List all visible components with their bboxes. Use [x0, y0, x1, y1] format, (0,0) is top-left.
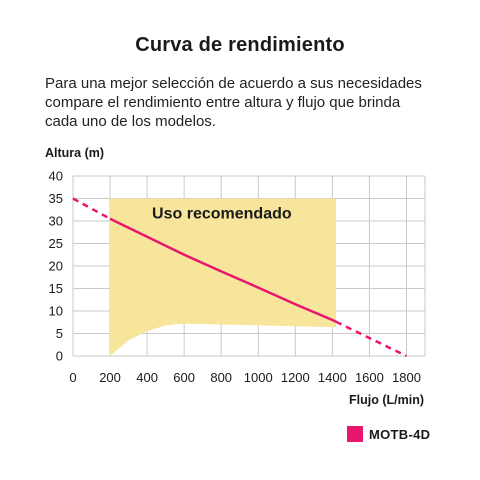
legend-label: MOTB-4D: [369, 426, 431, 442]
chart-description: Para una mejor selección de acuerdo a su…: [45, 74, 455, 131]
description-line: Para una mejor selección de acuerdo a su…: [45, 75, 422, 92]
x-tick-label: 600: [173, 370, 195, 385]
y-tick-label: 15: [49, 281, 63, 296]
y-tick-label: 30: [49, 214, 63, 229]
x-axis-label: Flujo (L/min): [349, 393, 424, 407]
y-tick-label: 5: [56, 326, 63, 341]
y-tick-label: 20: [49, 259, 63, 274]
series-line-dashed: [335, 320, 408, 358]
x-tick-label: 400: [136, 370, 158, 385]
x-tick-label: 200: [99, 370, 121, 385]
series-line-dashed: [72, 197, 111, 220]
x-tick-label: 1200: [281, 370, 310, 385]
series-line-solid: [109, 217, 337, 323]
x-tick-label: 800: [210, 370, 232, 385]
description-line: cada uno de los modelos.: [45, 113, 216, 130]
y-tick-label: 35: [49, 191, 63, 206]
recommended-zone: [110, 198, 337, 356]
x-tick-label: 1600: [355, 370, 384, 385]
legend: MOTB-4D: [347, 425, 430, 443]
x-tick-label: 1400: [318, 370, 347, 385]
description-line: compare el rendimiento entre altura y fl…: [45, 94, 401, 111]
x-tick-label: 1000: [244, 370, 273, 385]
y-tick-label: 10: [49, 304, 63, 319]
y-tick-label: 0: [56, 349, 63, 364]
chart-title: Curva de rendimiento: [135, 34, 345, 56]
y-tick-label: 40: [49, 169, 63, 184]
x-tick-label: 0: [69, 370, 76, 385]
legend-swatch: [347, 426, 363, 442]
y-axis-label: Altura (m): [45, 146, 104, 160]
y-tick-label: 25: [49, 236, 63, 251]
recommended-zone-label: Uso recomendado: [152, 206, 292, 223]
x-tick-label: 1800: [392, 370, 421, 385]
